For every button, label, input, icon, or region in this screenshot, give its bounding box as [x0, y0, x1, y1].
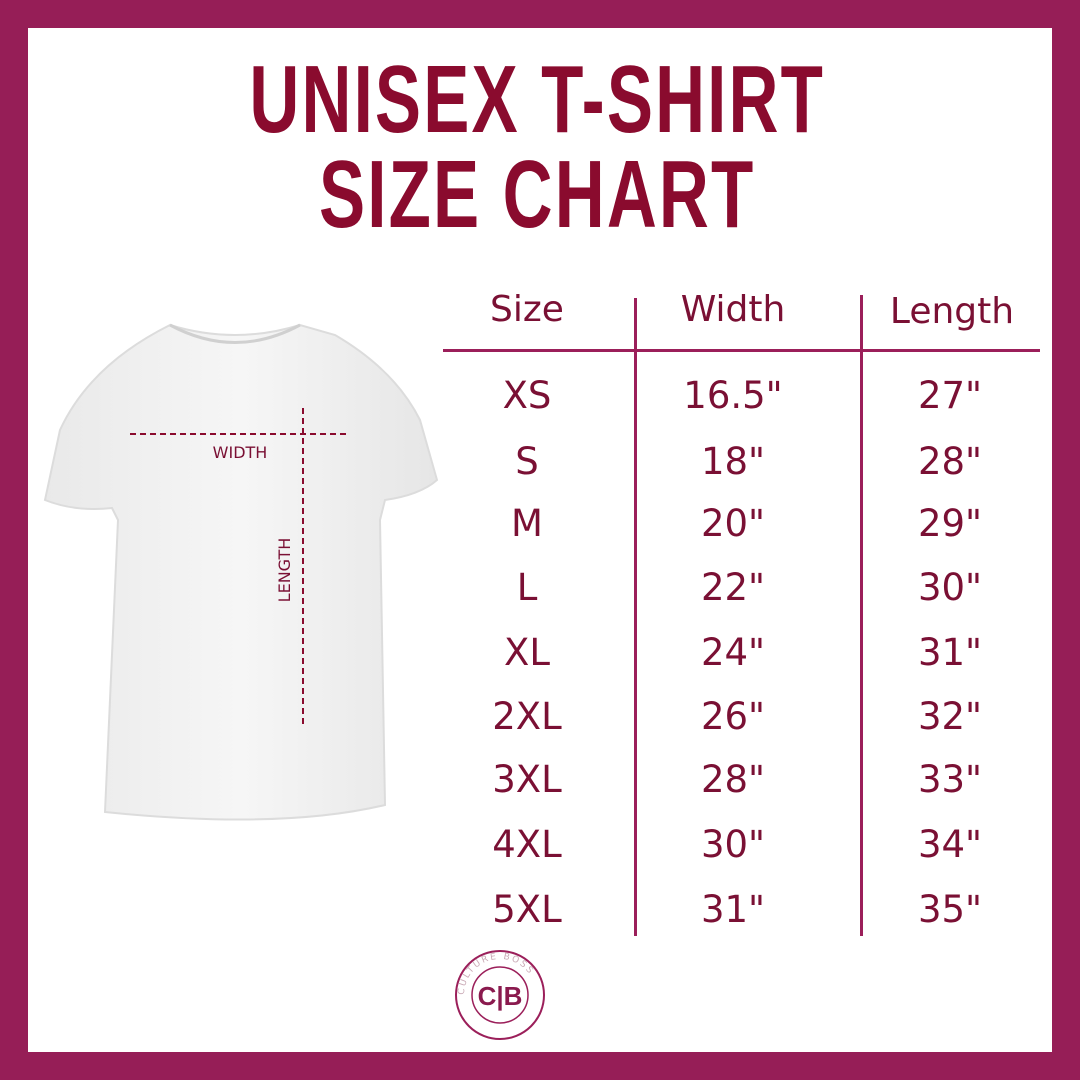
column-divider-1 — [634, 298, 637, 936]
row-8-size: 5XL — [492, 888, 562, 931]
tshirt-image — [43, 323, 439, 821]
row-0-length: 27" — [917, 374, 983, 417]
header-width: Width — [680, 289, 786, 330]
culture-boss-logo: CULTURE BOSS C|B — [455, 950, 545, 1040]
length-label: LENGTH — [275, 538, 294, 603]
row-1-size: S — [515, 440, 539, 483]
width-label: WIDTH — [213, 443, 268, 462]
row-0-width: 16.5" — [683, 374, 783, 417]
row-5-length: 32" — [917, 695, 983, 738]
row-4-size: XL — [504, 631, 550, 674]
logo-initials: C|B — [478, 981, 523, 1011]
header-length: Length — [889, 291, 1015, 332]
row-8-length: 35" — [917, 888, 983, 931]
title-line-1: UNISEX T-SHIRT — [249, 46, 825, 153]
row-7-size: 4XL — [492, 823, 562, 866]
row-2-size: M — [511, 502, 543, 545]
row-3-width: 22" — [700, 566, 766, 609]
header-divider — [443, 349, 1040, 352]
row-6-size: 3XL — [492, 758, 562, 801]
row-8-width: 31" — [700, 888, 766, 931]
row-1-width: 18" — [700, 440, 766, 483]
row-5-width: 26" — [700, 695, 766, 738]
row-2-length: 29" — [917, 502, 983, 545]
column-divider-2 — [860, 295, 863, 936]
row-5-size: 2XL — [492, 695, 562, 738]
row-7-length: 34" — [917, 823, 983, 866]
row-6-length: 33" — [917, 758, 983, 801]
row-4-width: 24" — [700, 631, 766, 674]
row-6-width: 28" — [700, 758, 766, 801]
row-0-size: XS — [502, 374, 552, 417]
row-4-length: 31" — [917, 631, 983, 674]
header-size: Size — [490, 289, 564, 330]
row-3-size: L — [516, 566, 538, 609]
title-line-2: SIZE CHART — [319, 141, 756, 248]
row-3-length: 30" — [917, 566, 983, 609]
row-7-width: 30" — [700, 823, 766, 866]
row-2-width: 20" — [700, 502, 766, 545]
row-1-length: 28" — [917, 440, 983, 483]
